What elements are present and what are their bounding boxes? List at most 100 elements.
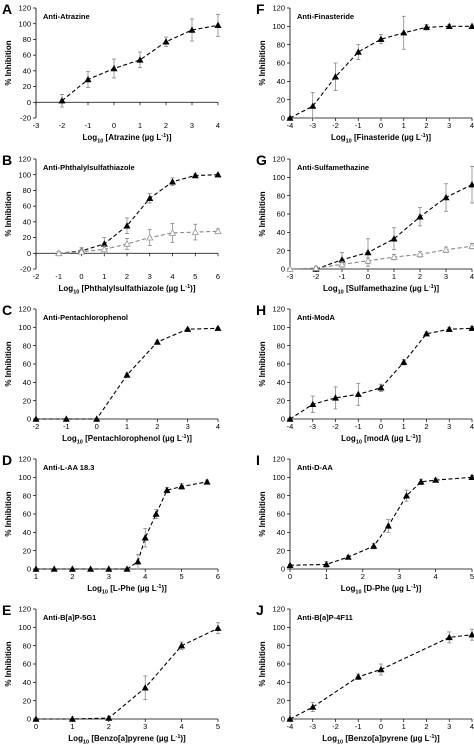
series-filled	[32, 622, 222, 722]
x-tick-label: 2	[155, 422, 159, 431]
y-tick-label: 80	[277, 191, 285, 200]
y-tick-label: 60	[277, 360, 285, 369]
x-tick-label: -2	[59, 121, 66, 130]
y-tick-label: 20	[277, 546, 285, 555]
x-tick-label: 4	[470, 272, 474, 281]
y-tick-label: 100	[272, 173, 285, 182]
data-point	[390, 253, 398, 260]
y-axis-label: % Inhibition	[4, 341, 13, 386]
data-point	[191, 171, 199, 179]
data-point	[68, 715, 76, 722]
series-filled	[286, 324, 474, 422]
y-axis-label: % Inhibition	[258, 341, 267, 386]
data-point	[214, 624, 222, 631]
series-filled	[58, 13, 222, 108]
y-tick-label: 120	[18, 155, 31, 164]
data-point	[422, 23, 431, 30]
data-point	[168, 178, 177, 185]
panel-e: E Anti-B[a]P-5G1 0 20 40 60 80 100 120 0 1 2 3 4 5 % In…	[2, 602, 222, 746]
data-point	[123, 565, 131, 572]
series-line	[289, 25, 472, 119]
data-point	[84, 75, 92, 83]
x-tick-label: -3	[309, 422, 316, 431]
panel-title: Anti-Finasteride	[297, 12, 354, 21]
x-tick-label: -4	[287, 722, 294, 731]
data-point	[422, 330, 431, 337]
data-point	[354, 390, 362, 397]
x-axis-label-prefix: Log	[341, 584, 356, 593]
y-tick-label: 100	[18, 623, 31, 632]
x-tick-label: 3	[447, 722, 451, 731]
x-axis-label-suffix: [modA (µg L	[362, 434, 411, 443]
y-tick-label: 60	[277, 510, 285, 519]
x-tick-label: 2	[107, 722, 111, 731]
series-filled	[286, 15, 474, 121]
data-point	[178, 482, 186, 490]
y-tick-label: 60	[23, 660, 31, 669]
series-filled	[286, 628, 474, 722]
data-point	[377, 665, 385, 673]
panel-letter: H	[256, 302, 266, 318]
y-tick-label: 120	[18, 305, 31, 314]
data-point	[445, 633, 453, 641]
x-axis-label-prefix: Log	[87, 584, 102, 593]
x-axis-label-suffix: [D-Phe (µg L	[362, 584, 412, 593]
x-tick-label: 3	[447, 121, 451, 130]
data-point	[468, 242, 474, 249]
data-point	[309, 102, 317, 109]
data-point	[445, 22, 453, 30]
panel-letter: D	[2, 452, 12, 468]
data-point	[153, 338, 161, 345]
panel-letter: F	[256, 1, 265, 17]
y-tick-label: 100	[18, 323, 31, 332]
y-axis-label: % Inhibition	[4, 191, 13, 236]
x-tick-label: 0	[79, 272, 83, 281]
y-axis-label: % Inhibition	[4, 491, 13, 536]
y-tick-label: 20	[277, 396, 285, 405]
x-axis-label-sub: 10	[73, 290, 79, 296]
panel-c: C Anti-Pentachlorophenol020406080100120-2…	[2, 302, 222, 446]
y-tick-label: 0	[281, 114, 285, 123]
x-tick-label: 1	[125, 422, 129, 431]
y-tick-label: 40	[23, 528, 31, 537]
series-line	[289, 634, 473, 720]
y-tick-label: 20	[277, 95, 285, 104]
data-point	[468, 631, 474, 638]
y-tick-label: 0	[27, 715, 31, 724]
data-point	[416, 250, 424, 258]
x-tick-label: 1	[392, 272, 396, 281]
x-tick-label: 1	[402, 722, 406, 731]
x-axis-label-sup: -1	[161, 133, 166, 139]
data-point	[184, 325, 192, 332]
x-axis-label-suffix: [L-Phe (µg L	[108, 584, 157, 593]
series-line	[289, 476, 473, 566]
x-tick-label: 3	[190, 121, 194, 130]
panel-i: I Anti-D-AA 0 20 40 60 80 100 120 0 1 2 3 4 5 % Inhibit…	[256, 452, 474, 596]
panel-j: J Anti-B[a]P-4F11 0 20 40 60 80 100 120 -4 -3 -2 -1 0…	[256, 602, 474, 746]
panel-letter: B	[2, 152, 12, 168]
x-tick-label: 2	[125, 272, 129, 281]
data-point	[445, 325, 453, 332]
y-tick-label: 100	[272, 473, 285, 482]
x-axis-label-end: )]	[166, 133, 172, 142]
x-tick-label: 0	[366, 272, 370, 281]
y-tick-label: -20	[20, 265, 31, 274]
y-tick-label: 80	[23, 491, 31, 500]
data-point	[384, 522, 392, 529]
x-tick-label: 4	[470, 422, 474, 431]
data-point	[344, 553, 352, 560]
data-point	[100, 245, 108, 253]
y-tick-label: 80	[277, 641, 285, 650]
x-tick-label: 2	[418, 272, 422, 281]
x-tick-label: 4	[143, 572, 147, 581]
data-point	[377, 384, 385, 391]
x-tick-label: -4	[287, 121, 294, 130]
x-axis-label-suffix: [Benzo[a]pyrene (µg L	[343, 734, 430, 743]
series-line	[36, 481, 208, 570]
data-point	[203, 478, 211, 485]
x-axis-label-end: )]	[434, 284, 440, 293]
x-tick-label: 0	[379, 722, 383, 731]
data-point	[400, 29, 408, 36]
data-point	[134, 558, 142, 565]
